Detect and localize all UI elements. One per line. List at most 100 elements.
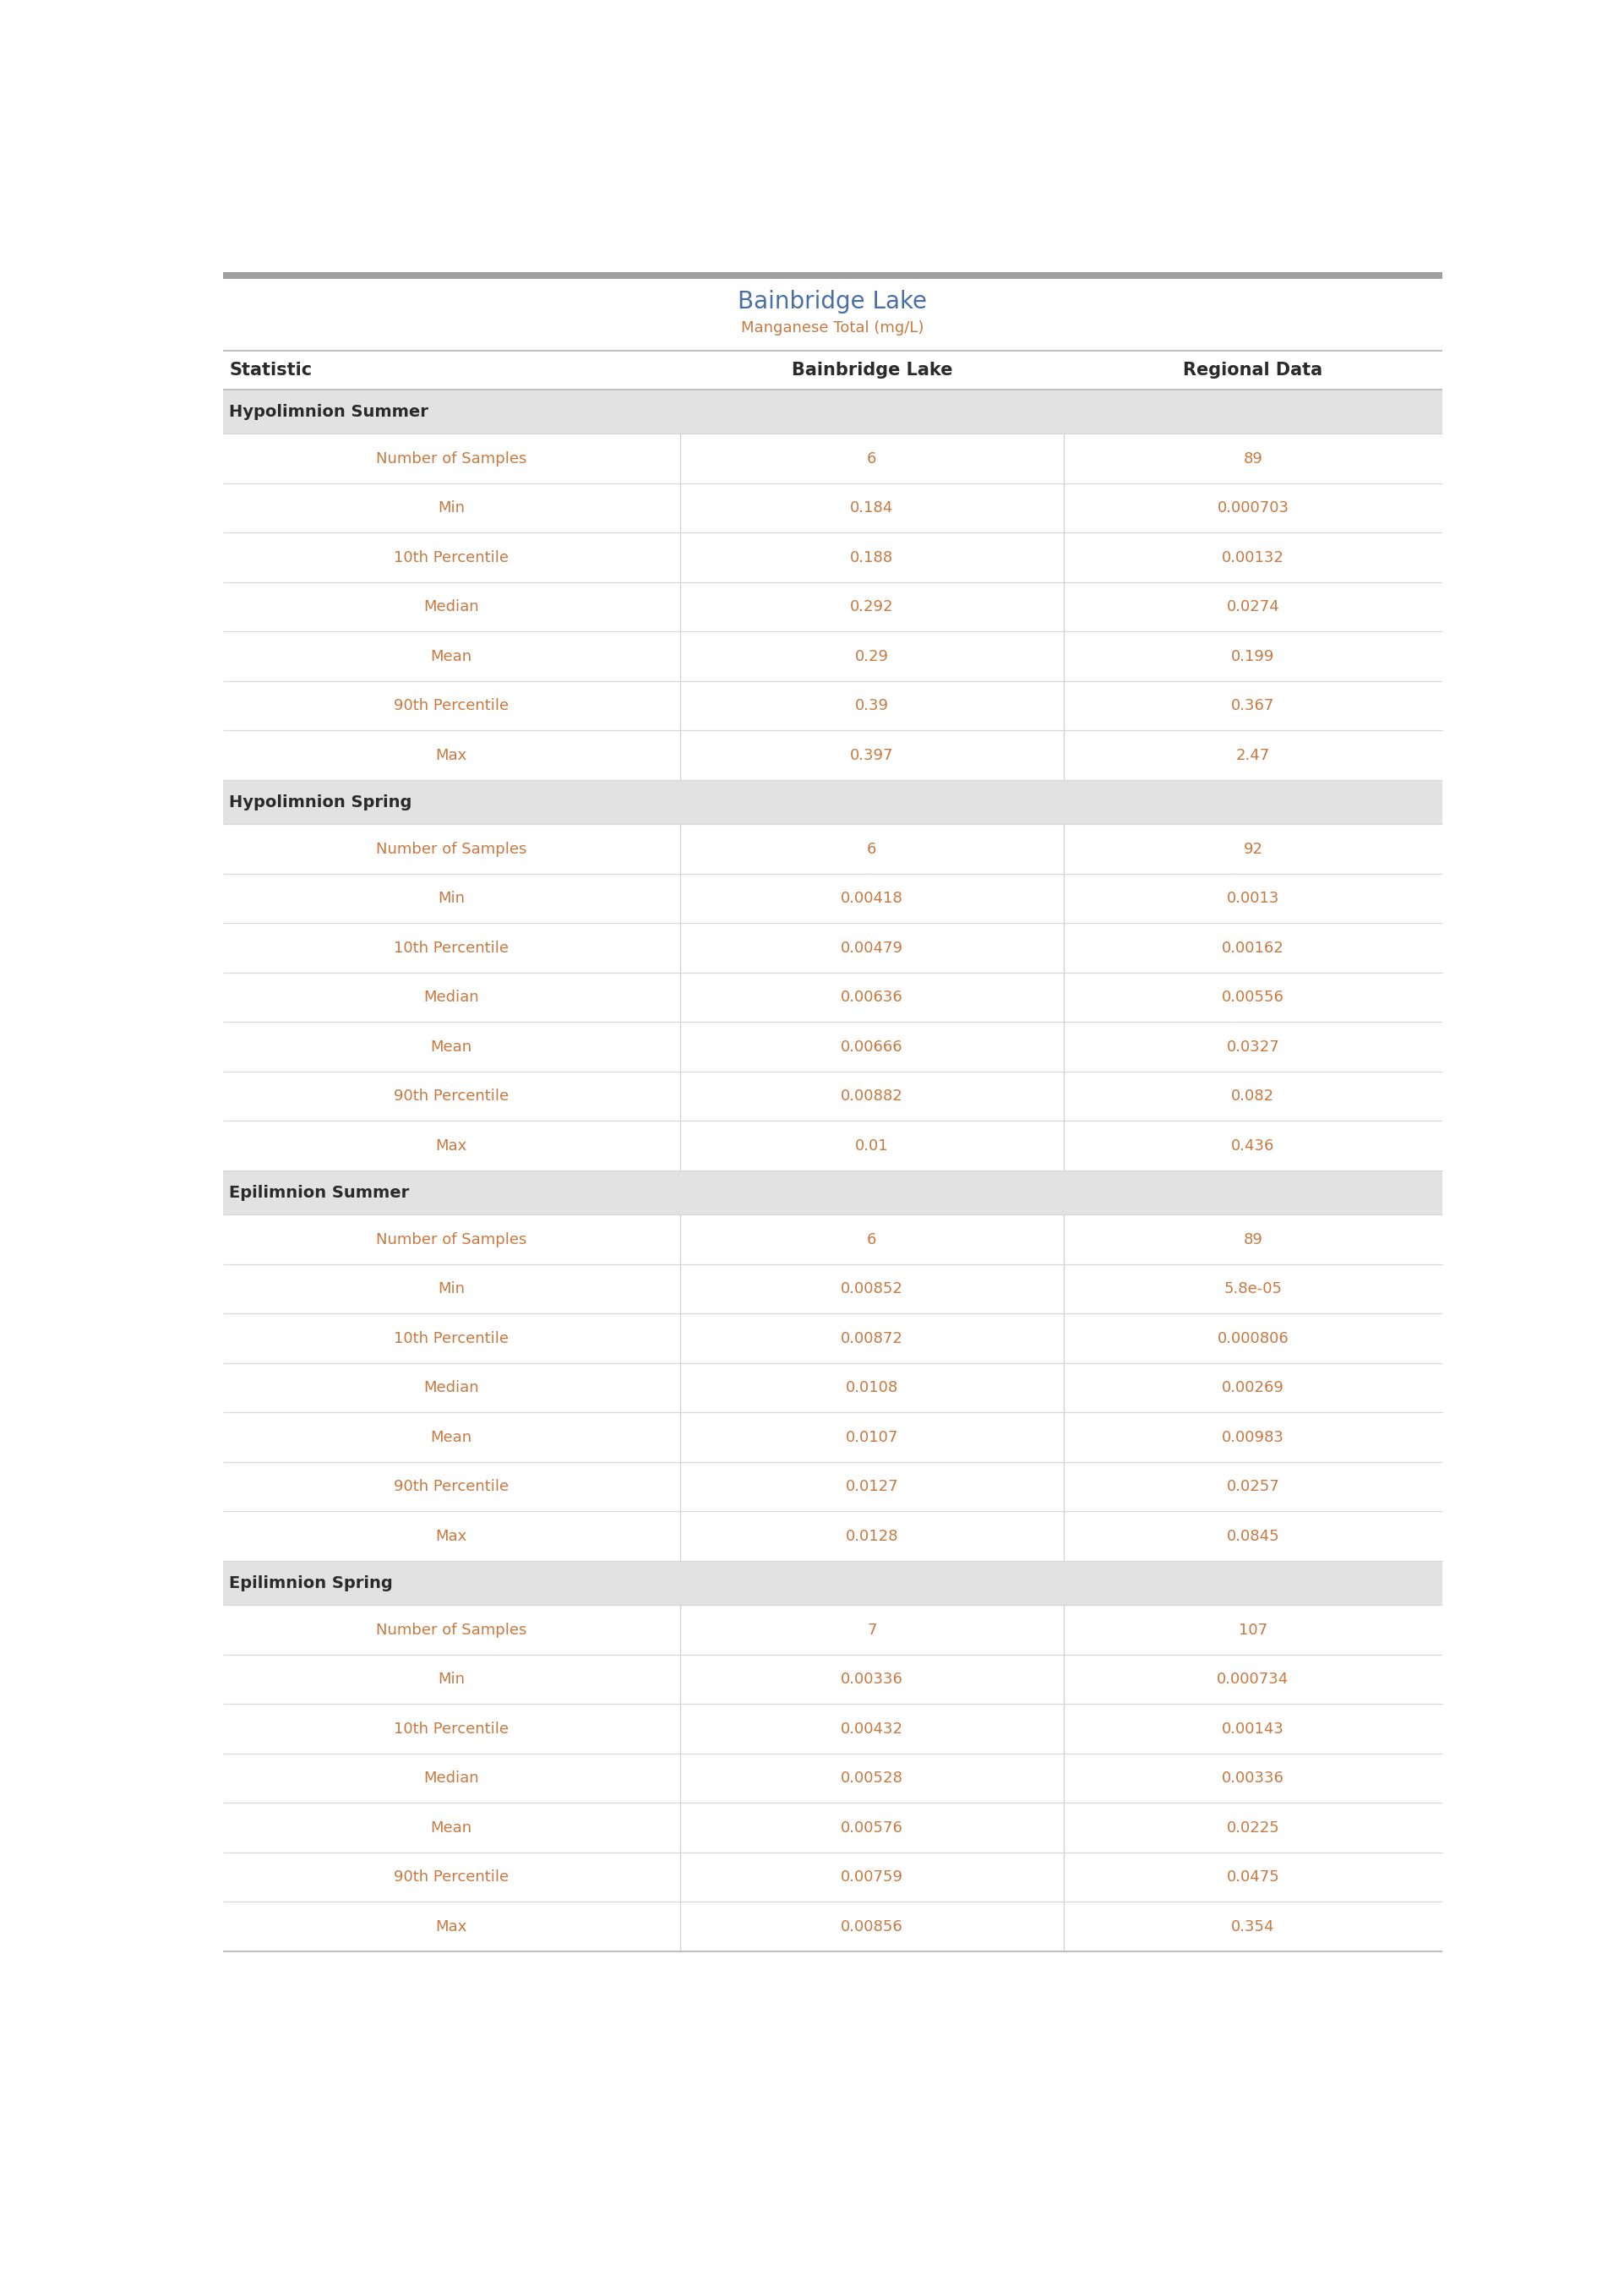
Text: 90th Percentile: 90th Percentile — [393, 699, 508, 713]
Bar — [222, 1022, 1442, 1071]
Text: 10th Percentile: 10th Percentile — [393, 549, 508, 565]
Text: Min: Min — [438, 1671, 464, 1687]
Bar — [222, 434, 1442, 484]
Bar — [222, 1214, 1442, 1264]
Bar — [222, 874, 1442, 924]
Text: 0.397: 0.397 — [851, 747, 893, 763]
Text: Mean: Mean — [430, 1430, 473, 1444]
Text: 0.0108: 0.0108 — [846, 1380, 898, 1396]
Text: 0.000703: 0.000703 — [1216, 499, 1289, 515]
Bar — [222, 1462, 1442, 1512]
Bar — [222, 484, 1442, 533]
Text: Bainbridge Lake: Bainbridge Lake — [791, 361, 952, 379]
Bar — [222, 533, 1442, 581]
Text: Min: Min — [438, 890, 464, 906]
Bar — [222, 581, 1442, 631]
Text: 0.00143: 0.00143 — [1221, 1721, 1285, 1737]
Text: 6: 6 — [867, 1233, 877, 1246]
Text: 0.0475: 0.0475 — [1226, 1870, 1280, 1884]
Text: Median: Median — [424, 1771, 479, 1786]
Text: 6: 6 — [867, 842, 877, 856]
Text: 107: 107 — [1239, 1623, 1267, 1637]
Text: Epilimnion Spring: Epilimnion Spring — [229, 1575, 393, 1591]
Text: Regional Data: Regional Data — [1184, 361, 1322, 379]
Text: Max: Max — [435, 1137, 468, 1153]
Text: 0.0257: 0.0257 — [1226, 1480, 1280, 1494]
Text: 0.354: 0.354 — [1231, 1918, 1275, 1934]
Text: Mean: Mean — [430, 649, 473, 663]
Text: Manganese Total (mg/L): Manganese Total (mg/L) — [741, 320, 924, 336]
Text: 0.00759: 0.00759 — [841, 1870, 903, 1884]
Text: Median: Median — [424, 1380, 479, 1396]
Text: 0.00336: 0.00336 — [841, 1671, 903, 1687]
Text: 0.0127: 0.0127 — [846, 1480, 898, 1494]
Text: Min: Min — [438, 1280, 464, 1296]
Bar — [222, 1705, 1442, 1752]
Text: Number of Samples: Number of Samples — [375, 842, 526, 856]
Text: Hypolimnion Spring: Hypolimnion Spring — [229, 794, 412, 810]
Text: 0.199: 0.199 — [1231, 649, 1275, 663]
Bar — [222, 1605, 1442, 1655]
Text: 0.367: 0.367 — [1231, 699, 1275, 713]
Bar — [222, 972, 1442, 1022]
Text: 0.00882: 0.00882 — [841, 1090, 903, 1103]
Text: 0.0225: 0.0225 — [1226, 1821, 1280, 1834]
Text: 0.00872: 0.00872 — [841, 1330, 903, 1346]
Bar — [222, 1362, 1442, 1412]
Text: Max: Max — [435, 1918, 468, 1934]
Bar — [222, 1512, 1442, 1562]
Text: 90th Percentile: 90th Percentile — [393, 1870, 508, 1884]
Text: 0.0274: 0.0274 — [1226, 599, 1280, 615]
Bar — [222, 924, 1442, 972]
Bar — [222, 1655, 1442, 1705]
Text: 0.00556: 0.00556 — [1221, 990, 1285, 1006]
Text: Max: Max — [435, 747, 468, 763]
Bar — [222, 1902, 1442, 1952]
Text: 0.00269: 0.00269 — [1221, 1380, 1285, 1396]
Text: 0.000806: 0.000806 — [1216, 1330, 1289, 1346]
Text: 0.00132: 0.00132 — [1221, 549, 1285, 565]
Text: Bainbridge Lake: Bainbridge Lake — [737, 291, 927, 313]
Bar — [222, 1802, 1442, 1852]
Text: 0.0107: 0.0107 — [846, 1430, 898, 1444]
Text: 0.39: 0.39 — [854, 699, 888, 713]
Text: 5.8e-05: 5.8e-05 — [1224, 1280, 1281, 1296]
Text: 0.082: 0.082 — [1231, 1090, 1275, 1103]
Bar — [222, 1852, 1442, 1902]
Text: 0.29: 0.29 — [854, 649, 888, 663]
Text: 0.00418: 0.00418 — [841, 890, 903, 906]
Text: 6: 6 — [867, 452, 877, 465]
Bar — [222, 272, 1442, 279]
Text: Epilimnion Summer: Epilimnion Summer — [229, 1185, 409, 1201]
Bar — [222, 1314, 1442, 1362]
Text: 0.00852: 0.00852 — [841, 1280, 903, 1296]
Text: Mean: Mean — [430, 1821, 473, 1834]
Bar — [222, 1121, 1442, 1171]
Text: 10th Percentile: 10th Percentile — [393, 1330, 508, 1346]
Bar — [222, 1264, 1442, 1314]
Bar — [222, 1562, 1442, 1605]
Text: 10th Percentile: 10th Percentile — [393, 1721, 508, 1737]
Text: 0.0845: 0.0845 — [1226, 1528, 1280, 1544]
Bar — [222, 631, 1442, 681]
Text: 92: 92 — [1244, 842, 1263, 856]
Text: 0.0128: 0.0128 — [846, 1528, 898, 1544]
Text: 0.00479: 0.00479 — [841, 940, 903, 956]
Bar — [222, 1412, 1442, 1462]
Text: 0.00856: 0.00856 — [841, 1918, 903, 1934]
Bar — [222, 1752, 1442, 1802]
Text: 90th Percentile: 90th Percentile — [393, 1090, 508, 1103]
Text: Number of Samples: Number of Samples — [375, 1623, 526, 1637]
Text: 0.00432: 0.00432 — [841, 1721, 903, 1737]
Text: 10th Percentile: 10th Percentile — [393, 940, 508, 956]
Text: Median: Median — [424, 990, 479, 1006]
Text: Number of Samples: Number of Samples — [375, 452, 526, 465]
Bar — [222, 350, 1442, 390]
Text: 0.00528: 0.00528 — [841, 1771, 903, 1786]
Text: 0.436: 0.436 — [1231, 1137, 1275, 1153]
Text: Hypolimnion Summer: Hypolimnion Summer — [229, 404, 429, 420]
Text: 2.47: 2.47 — [1236, 747, 1270, 763]
Text: 0.00636: 0.00636 — [841, 990, 903, 1006]
Bar — [222, 731, 1442, 781]
Text: 0.00983: 0.00983 — [1221, 1430, 1285, 1444]
